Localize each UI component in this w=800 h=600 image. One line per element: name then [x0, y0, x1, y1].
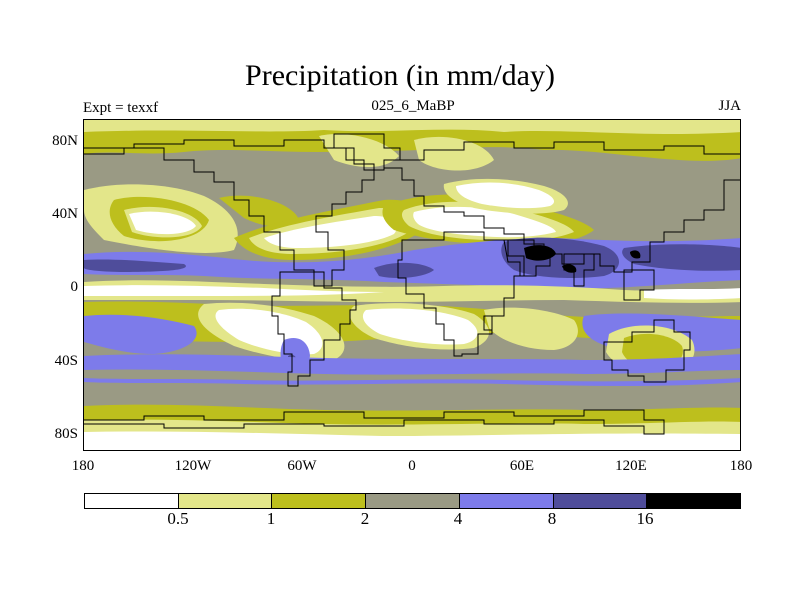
x-tick-label: 120W — [174, 458, 212, 474]
band-lt-05 — [362, 308, 478, 345]
colorbar-swatch — [459, 494, 554, 508]
colorbar-label: 4 — [453, 509, 463, 528]
band-lt-05 — [129, 211, 196, 235]
plot-title: Precipitation (in mm/day) — [245, 59, 555, 92]
band-8-16 — [84, 259, 186, 272]
colorbar-swatch — [553, 494, 648, 508]
y-tick-label: 80N — [52, 133, 78, 149]
colorbar — [84, 493, 741, 509]
y-tick-label: 40N — [52, 206, 78, 222]
band-05-1 — [84, 280, 740, 303]
season-label: JJA — [718, 98, 741, 114]
band-05-1 — [84, 120, 740, 134]
y-tick-label: 80S — [54, 426, 78, 442]
band-gt-16 — [562, 264, 577, 273]
colorbar-swatch — [272, 494, 367, 508]
colorbar-swatch — [178, 494, 273, 508]
y-tick-label: 0 — [70, 279, 79, 295]
band-8-16 — [622, 244, 740, 271]
precipitation-map — [83, 119, 741, 451]
x-tick-label: 120E — [615, 458, 647, 474]
x-tick-label: 60E — [509, 458, 535, 474]
colorbar-label: 1 — [266, 509, 276, 528]
band-lt-05 — [84, 285, 384, 296]
band-1-2 — [219, 195, 299, 227]
y-tick-label: 40S — [54, 353, 78, 369]
x-tick-label: 0 — [408, 458, 416, 474]
band-gt-16 — [524, 245, 556, 261]
band-gt-16 — [630, 250, 641, 259]
band-05-1 — [319, 134, 399, 167]
band-05-1 — [414, 136, 494, 171]
colorbar-swatch — [647, 494, 741, 508]
colorbar-swatch — [366, 494, 460, 508]
x-tick-label: 180 — [71, 458, 95, 474]
colorbar-label: 8 — [547, 509, 557, 528]
band-8-16 — [374, 262, 434, 278]
band-lt-05 — [84, 431, 740, 450]
colorbar-label: 16 — [636, 509, 654, 528]
experiment-label: Expt = texxf — [83, 100, 159, 116]
band-4-8 — [84, 314, 197, 354]
map-svg — [84, 120, 740, 450]
band-05-1 — [484, 307, 578, 350]
band-2-4 — [84, 369, 740, 382]
colorbar-label: 2 — [360, 509, 370, 528]
band-lt-05 — [264, 216, 398, 248]
x-tick-label: 180 — [729, 458, 753, 474]
band-lt-05 — [644, 288, 740, 300]
x-tick-label: 60W — [287, 458, 317, 474]
colorbar-swatch — [85, 494, 179, 508]
coastlines — [84, 133, 740, 435]
time-label: 025_6_MaBP — [371, 98, 455, 114]
colorbar-label: 0.5 — [167, 509, 189, 528]
band-lt-05 — [456, 182, 555, 209]
band-lt-05 — [413, 206, 556, 238]
